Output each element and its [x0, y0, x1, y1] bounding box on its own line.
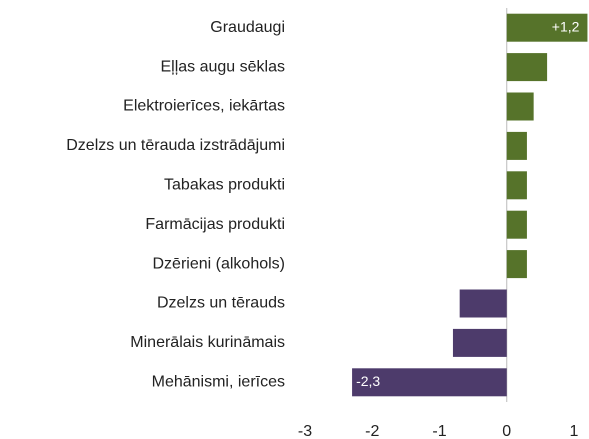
bar [506, 250, 527, 279]
x-tick-label: -2 [365, 423, 379, 439]
category-label: Eļļas augu sēklas [160, 58, 285, 75]
category-label: Dzelzs un tērauds [157, 295, 285, 312]
bar [459, 289, 507, 318]
value-label: +1,2 [552, 18, 580, 34]
x-tick-label: 0 [502, 423, 511, 439]
bar [352, 368, 507, 397]
value-label: -2,3 [356, 373, 380, 389]
category-label: Tabakas produkti [164, 177, 285, 194]
bar [506, 131, 527, 160]
category-label: Graudaugi [210, 19, 285, 36]
x-tick-label: 1 [570, 423, 579, 439]
x-tick-label: -3 [298, 423, 312, 439]
category-label: Minerālais kurināmais [130, 334, 285, 351]
x-tick-label: -1 [432, 423, 446, 439]
category-label: Dzelzs un tērauda izstrādājumi [66, 137, 285, 154]
category-label: Mehānismi, ierīces [152, 374, 285, 391]
category-label: Dzērieni (alkohols) [153, 255, 286, 272]
bar [452, 328, 507, 357]
bar [506, 13, 588, 42]
category-label: Elektroierīces, iekārtas [123, 98, 285, 115]
bar [506, 92, 534, 121]
bar [506, 53, 548, 82]
bar [506, 171, 527, 200]
category-label: Farmācijas produkti [145, 216, 285, 233]
bar [506, 210, 527, 239]
